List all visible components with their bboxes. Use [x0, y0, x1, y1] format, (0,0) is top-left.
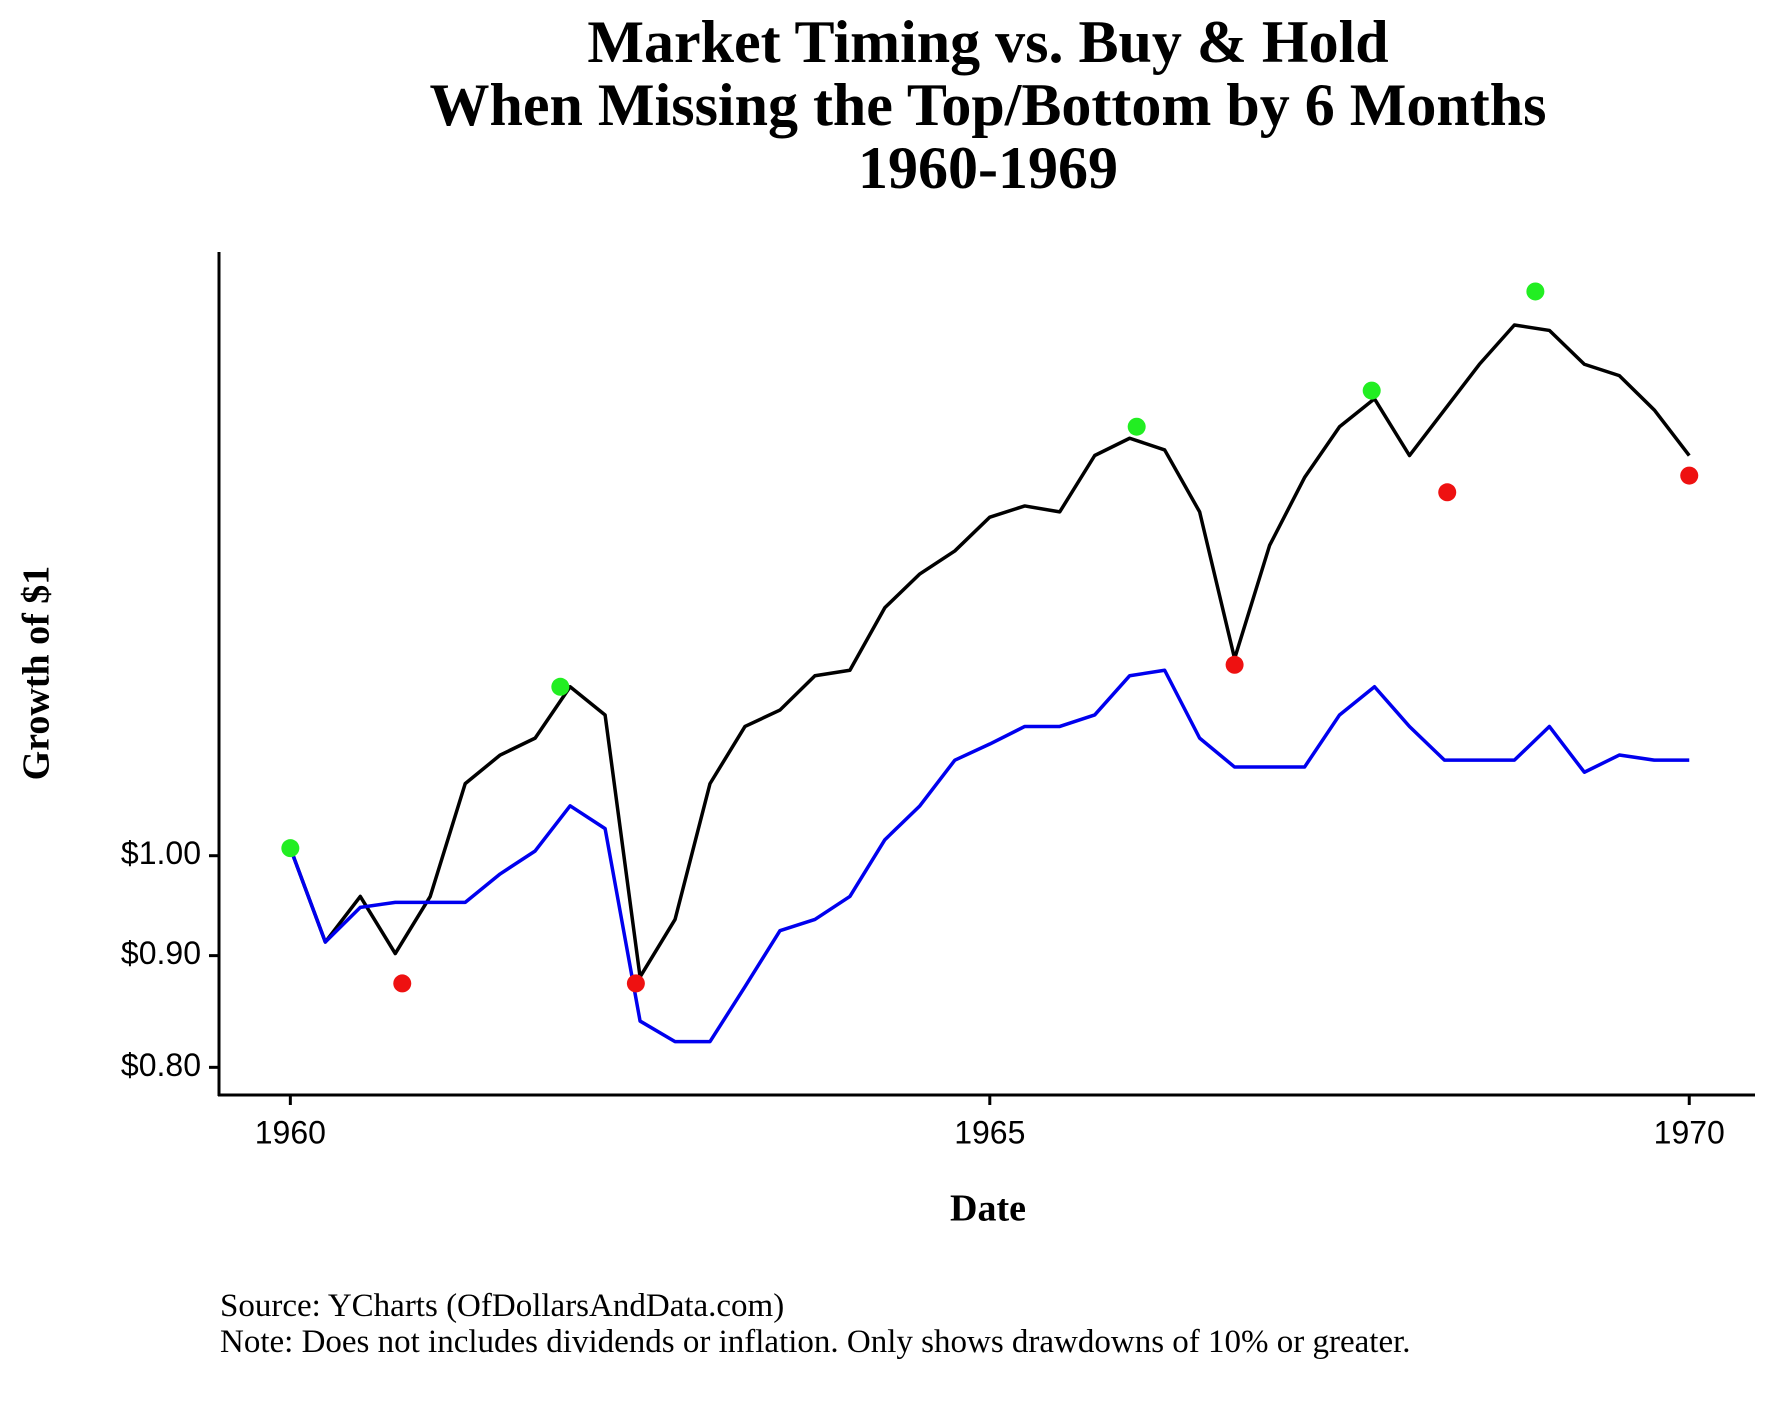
trough-point	[393, 974, 412, 993]
x-tick-label: 1960	[255, 1114, 326, 1150]
y-tick-label: $0.80	[121, 1047, 201, 1083]
trough-point	[626, 974, 645, 993]
caption: Source: YCharts (OfDollarsAndData.com) N…	[220, 1288, 1640, 1360]
source: Source: YCharts (OfDollarsAndData.com)	[220, 1288, 785, 1324]
line-series	[288, 323, 1691, 979]
trough-point	[1438, 483, 1457, 502]
peak-point	[551, 677, 570, 696]
chart-title: 1960-1969	[858, 135, 1118, 201]
trough-point	[1225, 655, 1244, 674]
peak-point	[1362, 381, 1381, 400]
peak-point	[1526, 282, 1545, 301]
x-axis-title: Date	[950, 1188, 1026, 1230]
y-tick-label: $1.00	[121, 835, 201, 871]
x-tick-label: 1965	[954, 1114, 1025, 1150]
y-axis-title: Growth of $1	[16, 566, 58, 781]
trough-point	[1680, 466, 1699, 485]
y-tick-label: $0.90	[121, 935, 201, 971]
x-tick-label: 1970	[1654, 1114, 1725, 1150]
chart-title: Market Timing vs. Buy & Hold	[587, 9, 1388, 75]
chart-title: When Missing the Top/Bottom by 6 Months	[430, 72, 1547, 138]
peak-point	[281, 839, 300, 858]
peak-point	[1127, 417, 1146, 436]
line-series	[288, 668, 1690, 1044]
note: Note: Does not includes dividends or inf…	[220, 1324, 1411, 1360]
